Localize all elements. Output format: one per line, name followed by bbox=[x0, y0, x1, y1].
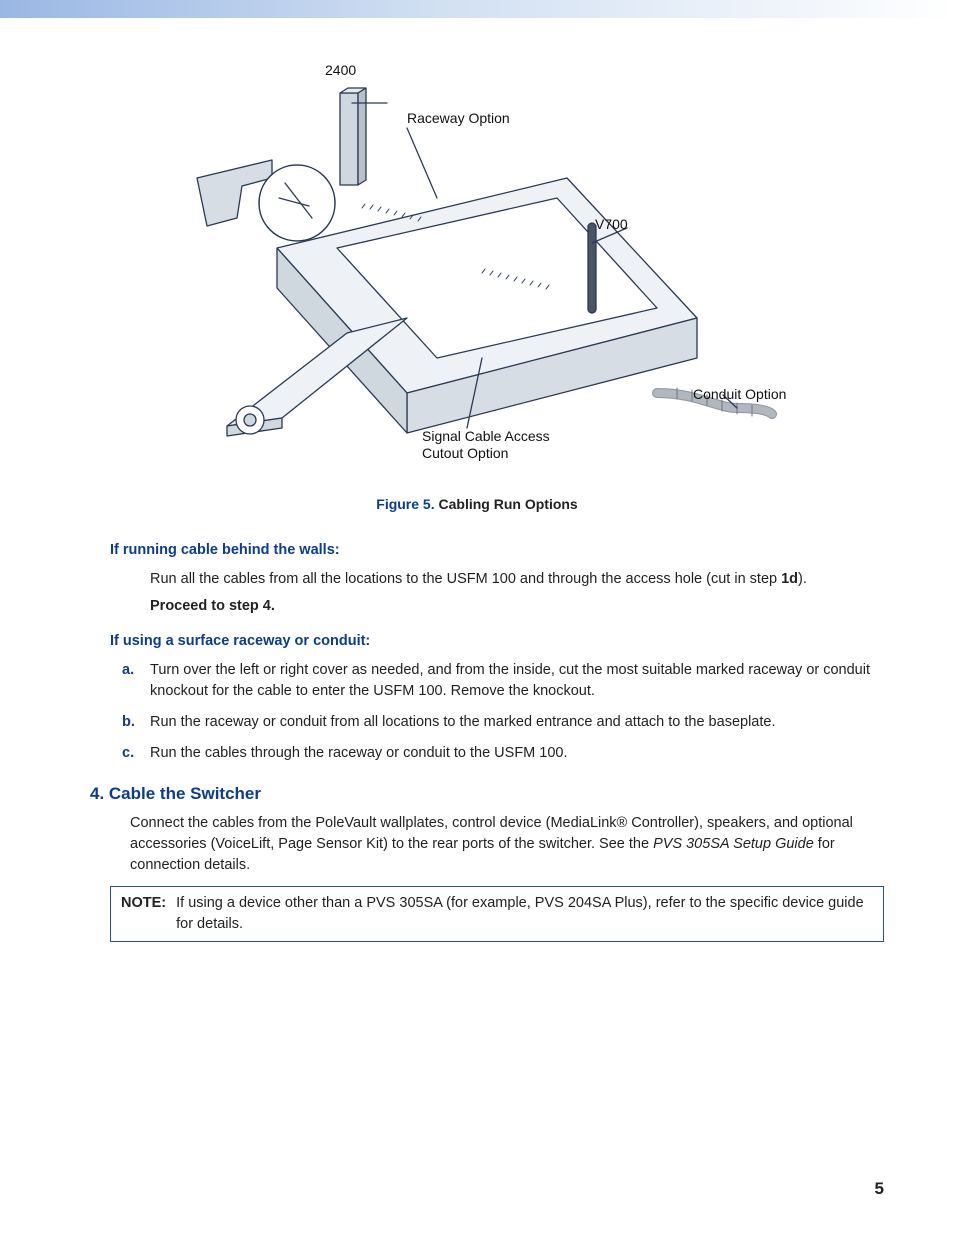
step-text: Run the cables through the raceway or co… bbox=[150, 743, 884, 764]
diagram-label-raceway: Raceway Option bbox=[407, 110, 510, 127]
list-item: a. Turn over the left or right cover as … bbox=[122, 660, 884, 702]
walls-p1b: ). bbox=[798, 571, 807, 587]
diagram-label-signal: Signal Cable Access Cutout Option bbox=[422, 428, 550, 462]
step-marker: b. bbox=[122, 712, 150, 733]
walls-p1a: Run all the cables from all the location… bbox=[150, 571, 781, 587]
walls-step-ref: 1d bbox=[781, 571, 798, 587]
s4-guide-name: PVS 305SA Setup Guide bbox=[653, 836, 814, 852]
list-item: c. Run the cables through the raceway or… bbox=[122, 743, 884, 764]
walls-proceed: Proceed to step 4. bbox=[150, 596, 884, 617]
subhead-behind-walls: If running cable behind the walls: bbox=[110, 540, 884, 561]
figure-caption: Figure 5. Cabling Run Options bbox=[376, 496, 577, 512]
subhead-raceway: If using a surface raceway or conduit: bbox=[110, 631, 884, 652]
section-4-body: Connect the cables from the PoleVault wa… bbox=[130, 813, 884, 876]
step-text: Turn over the left or right cover as nee… bbox=[150, 660, 884, 702]
note-box: NOTE: If using a device other than a PVS… bbox=[110, 886, 884, 942]
figure-number: Figure 5. bbox=[376, 496, 434, 512]
diagram-label-v700: V700 bbox=[595, 216, 628, 233]
figure-title: Cabling Run Options bbox=[439, 496, 578, 512]
figure-5: 2400 Raceway Option V700 Conduit Option … bbox=[70, 48, 884, 512]
signal-line1: Signal Cable Access bbox=[422, 428, 550, 444]
diagram-label-2400: 2400 bbox=[325, 62, 356, 79]
walls-paragraph: Run all the cables from all the location… bbox=[150, 569, 884, 590]
step-marker: a. bbox=[122, 660, 150, 702]
step-text: Run the raceway or conduit from all loca… bbox=[150, 712, 884, 733]
diagram-label-conduit: Conduit Option bbox=[693, 386, 786, 403]
section-4-heading: 4. Cable the Switcher bbox=[90, 782, 884, 807]
raceway-steps-list: a. Turn over the left or right cover as … bbox=[122, 660, 884, 764]
signal-line2: Cutout Option bbox=[422, 445, 508, 461]
note-text: If using a device other than a PVS 305SA… bbox=[176, 893, 873, 935]
list-item: b. Run the raceway or conduit from all l… bbox=[122, 712, 884, 733]
cabling-diagram: 2400 Raceway Option V700 Conduit Option … bbox=[137, 48, 817, 478]
header-gradient-bar bbox=[0, 0, 954, 18]
step-marker: c. bbox=[122, 743, 150, 764]
note-label: NOTE: bbox=[121, 893, 166, 935]
page-number: 5 bbox=[875, 1179, 884, 1199]
